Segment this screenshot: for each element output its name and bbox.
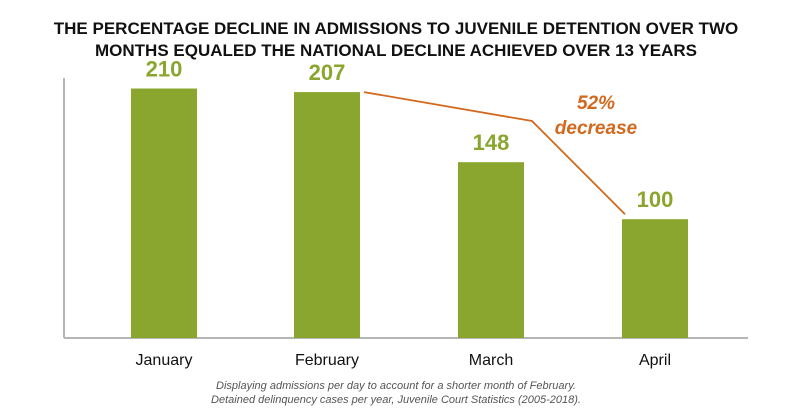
x-tick-label-february: February xyxy=(295,352,359,369)
decrease-annotation-percent: 52% xyxy=(577,93,615,114)
chart-title-line-2: MONTHS EQUALED THE NATIONAL DECLINE ACHI… xyxy=(95,41,697,60)
bar-march xyxy=(458,162,524,338)
data-label-march: 148 xyxy=(473,130,510,155)
bars-layer: 210 January 207 February 148 March 100 April xyxy=(131,57,688,369)
bar-january xyxy=(131,88,197,339)
data-label-january: 210 xyxy=(146,57,183,82)
x-tick-label-april: April xyxy=(639,352,671,369)
decrease-annotation: 52% decrease xyxy=(363,91,638,215)
bar-february xyxy=(294,92,360,338)
x-tick-label-march: March xyxy=(469,352,513,369)
chart-title-line-1: THE PERCENTAGE DECLINE IN ADMISSIONS TO … xyxy=(53,19,739,38)
caption-line-1: Displaying admissions per day to account… xyxy=(216,380,576,392)
chart-title: THE PERCENTAGE DECLINE IN ADMISSIONS TO … xyxy=(0,18,792,62)
data-label-april: 100 xyxy=(637,187,674,212)
chart-caption: Displaying admissions per day to account… xyxy=(0,379,792,407)
bar-april xyxy=(622,219,688,338)
data-label-february: 207 xyxy=(309,60,346,85)
caption-line-2: Detained delinquency cases per year, Juv… xyxy=(211,394,581,406)
decrease-annotation-word: decrease xyxy=(555,118,638,139)
x-tick-label-january: January xyxy=(136,352,193,369)
decrease-annotation-line xyxy=(363,91,626,215)
